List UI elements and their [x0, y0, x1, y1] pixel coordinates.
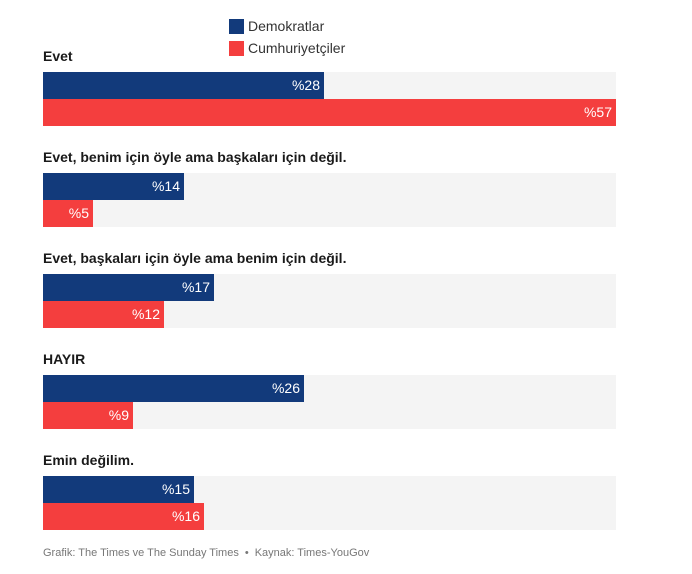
category-group: Evet %28 %57 — [43, 44, 616, 134]
bar-republicans: %16 — [43, 503, 204, 530]
legend: Demokratlar Cumhuriyetçiler — [229, 15, 345, 59]
bar-democrats: %14 — [43, 173, 184, 200]
footer-credit: Grafik: The Times ve The Sunday Times — [43, 547, 239, 559]
category-label: Evet, benim için öyle ama başkaları için… — [43, 149, 347, 165]
bar-track: %28 %57 — [43, 72, 616, 126]
bar-republicans: %57 — [43, 99, 616, 126]
legend-item-0: Demokratlar — [229, 15, 345, 37]
category-group: Evet, benim için öyle ama başkaları için… — [43, 145, 616, 235]
bar-value-label: %28 — [291, 77, 320, 93]
bar-value-label: %9 — [108, 407, 129, 423]
bar-value-label: %17 — [181, 279, 210, 295]
bar-track: %26 %9 — [43, 375, 616, 429]
category-label: HAYIR — [43, 351, 86, 367]
category-label: Evet, başkaları için öyle ama benim için… — [43, 250, 347, 266]
category-group: Evet, başkaları için öyle ama benim için… — [43, 246, 616, 336]
legend-label: Cumhuriyetçiler — [248, 40, 346, 56]
bar-value-label: %26 — [271, 380, 300, 396]
footer-separator: • — [244, 547, 249, 559]
bar-track: %15 %16 — [43, 476, 616, 530]
footer: Grafik: The Times ve The Sunday Times • Ka… — [43, 547, 369, 559]
bar-value-label: %12 — [131, 306, 160, 322]
legend-swatch — [229, 18, 244, 34]
bar-value-label: %15 — [161, 481, 190, 497]
bar-democrats: %15 — [43, 476, 194, 503]
category-group: Emin değilim. %15 %16 — [43, 448, 616, 538]
category-label: Emin değilim. — [43, 452, 135, 468]
bar-republicans: %9 — [43, 402, 133, 429]
bar-value-label: %57 — [583, 104, 612, 120]
bar-democrats: %28 — [43, 72, 324, 99]
legend-label: Demokratlar — [248, 18, 325, 34]
bar-value-label: %14 — [151, 178, 180, 194]
bar-value-label: %5 — [68, 205, 89, 221]
bar-track: %17 %12 — [43, 274, 616, 328]
bar-track: %14 %5 — [43, 173, 616, 227]
category-label: Evet — [43, 48, 73, 64]
category-group: HAYIR %26 %9 — [43, 347, 616, 437]
footer-source: Kaynak: Times-YouGov — [254, 547, 370, 559]
bar-democrats: %17 — [43, 274, 214, 301]
bar-republicans: %5 — [43, 200, 93, 227]
bar-republicans: %12 — [43, 301, 164, 328]
bar-democrats: %26 — [43, 375, 304, 402]
legend-swatch — [229, 40, 244, 56]
legend-item-1: Cumhuriyetçiler — [229, 37, 345, 59]
bar-value-label: %16 — [171, 508, 200, 524]
